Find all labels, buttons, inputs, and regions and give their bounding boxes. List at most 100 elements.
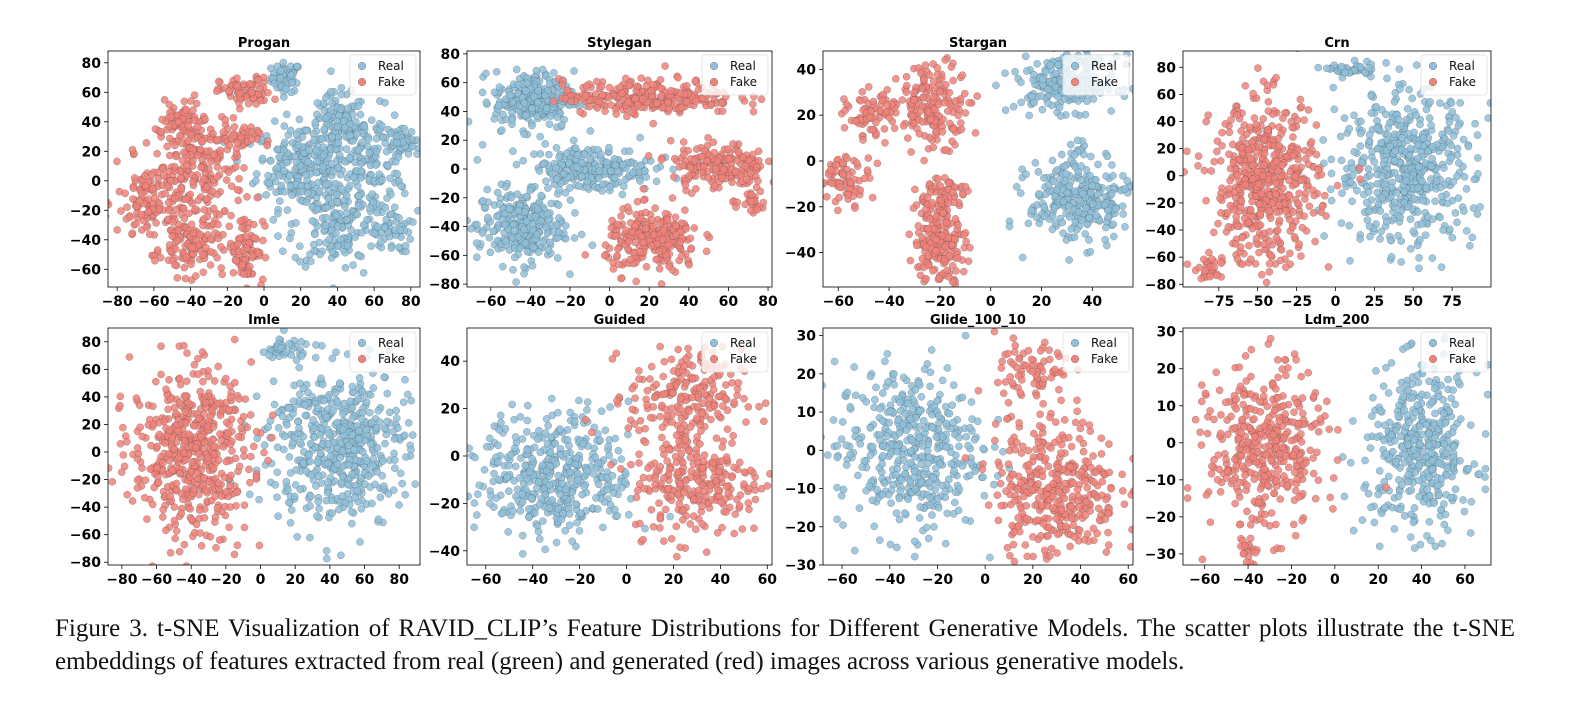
data-point [843, 154, 851, 163]
data-point [561, 189, 570, 197]
y-tick-label: −60 [429, 248, 460, 264]
data-point [1031, 159, 1040, 167]
data-point [1338, 189, 1346, 197]
data-point [1406, 215, 1415, 223]
y-tick-label: −20 [70, 203, 101, 219]
data-point [327, 99, 336, 108]
data-point [337, 105, 345, 113]
legend-marker-real [358, 62, 366, 70]
data-point [311, 118, 320, 127]
data-point [1109, 220, 1118, 229]
data-point [620, 182, 628, 191]
data-point [598, 187, 606, 195]
data-point [1112, 204, 1120, 213]
data-point [1194, 152, 1203, 160]
data-point [259, 236, 267, 245]
data-point [1005, 222, 1014, 231]
data-point [264, 171, 272, 180]
data-point [1258, 270, 1266, 279]
data-point [490, 115, 499, 123]
data-point [757, 95, 766, 104]
data-point [1050, 204, 1059, 212]
data-point [1440, 134, 1449, 143]
data-point [1077, 216, 1086, 224]
data-point [1451, 209, 1460, 217]
data-point [571, 209, 579, 217]
data-point [661, 62, 669, 70]
y-tick-label: 80 [441, 47, 461, 63]
data-point [1365, 207, 1373, 216]
data-point [1421, 231, 1430, 239]
data-point [520, 270, 528, 278]
data-point [160, 171, 168, 180]
data-point [507, 193, 516, 202]
data-point [924, 261, 933, 270]
data-point [954, 221, 962, 229]
data-point [863, 166, 872, 174]
data-point [1405, 85, 1413, 94]
data-point [165, 122, 174, 131]
data-point [555, 214, 563, 222]
data-point [731, 168, 740, 176]
data-point [918, 102, 927, 110]
data-point [281, 138, 289, 147]
data-point [1449, 177, 1458, 186]
data-point [341, 202, 349, 211]
data-point [939, 115, 947, 124]
data-point [1440, 164, 1448, 172]
data-point [479, 197, 487, 205]
data-point [1356, 63, 1365, 71]
data-point [827, 166, 835, 174]
panel-title: Stylegan [587, 36, 652, 51]
data-point [1048, 156, 1057, 165]
data-point [1121, 185, 1129, 193]
data-point [1414, 163, 1423, 171]
data-point [1200, 166, 1209, 175]
data-point [713, 157, 722, 166]
data-point [277, 181, 286, 190]
panel-title: Progan [238, 36, 290, 51]
data-point [267, 64, 275, 73]
data-point [294, 141, 303, 149]
data-point [1022, 52, 1030, 61]
data-point [188, 243, 197, 252]
data-point [1408, 94, 1416, 103]
data-point [1443, 199, 1452, 208]
data-point [920, 156, 928, 165]
data-point [659, 226, 668, 235]
data-point [334, 242, 342, 250]
data-point [252, 177, 260, 185]
data-point [340, 117, 348, 125]
data-point [313, 110, 321, 119]
data-point [275, 153, 283, 161]
data-point [904, 134, 912, 142]
data-point [1042, 67, 1050, 76]
data-point [1378, 193, 1386, 202]
y-tick-label: 20 [82, 144, 102, 160]
data-point [656, 219, 664, 228]
data-point [520, 263, 528, 271]
data-point [1410, 128, 1418, 137]
data-point [271, 117, 279, 125]
data-point [1327, 155, 1336, 164]
data-point [598, 91, 607, 99]
data-point [944, 107, 952, 115]
data-point [542, 177, 550, 185]
data-point [944, 272, 953, 281]
data-point [540, 159, 548, 168]
data-point [180, 148, 188, 156]
data-point [1400, 198, 1409, 207]
data-point [291, 152, 299, 160]
data-point [1319, 136, 1327, 144]
data-point [233, 139, 242, 147]
data-point [367, 242, 375, 250]
y-tick-label: 20 [797, 108, 817, 124]
data-point [1414, 141, 1422, 149]
data-point [180, 97, 189, 106]
data-point [567, 97, 575, 106]
data-point [351, 233, 359, 241]
data-point [158, 115, 166, 124]
data-point [185, 209, 193, 218]
data-point [352, 130, 361, 138]
